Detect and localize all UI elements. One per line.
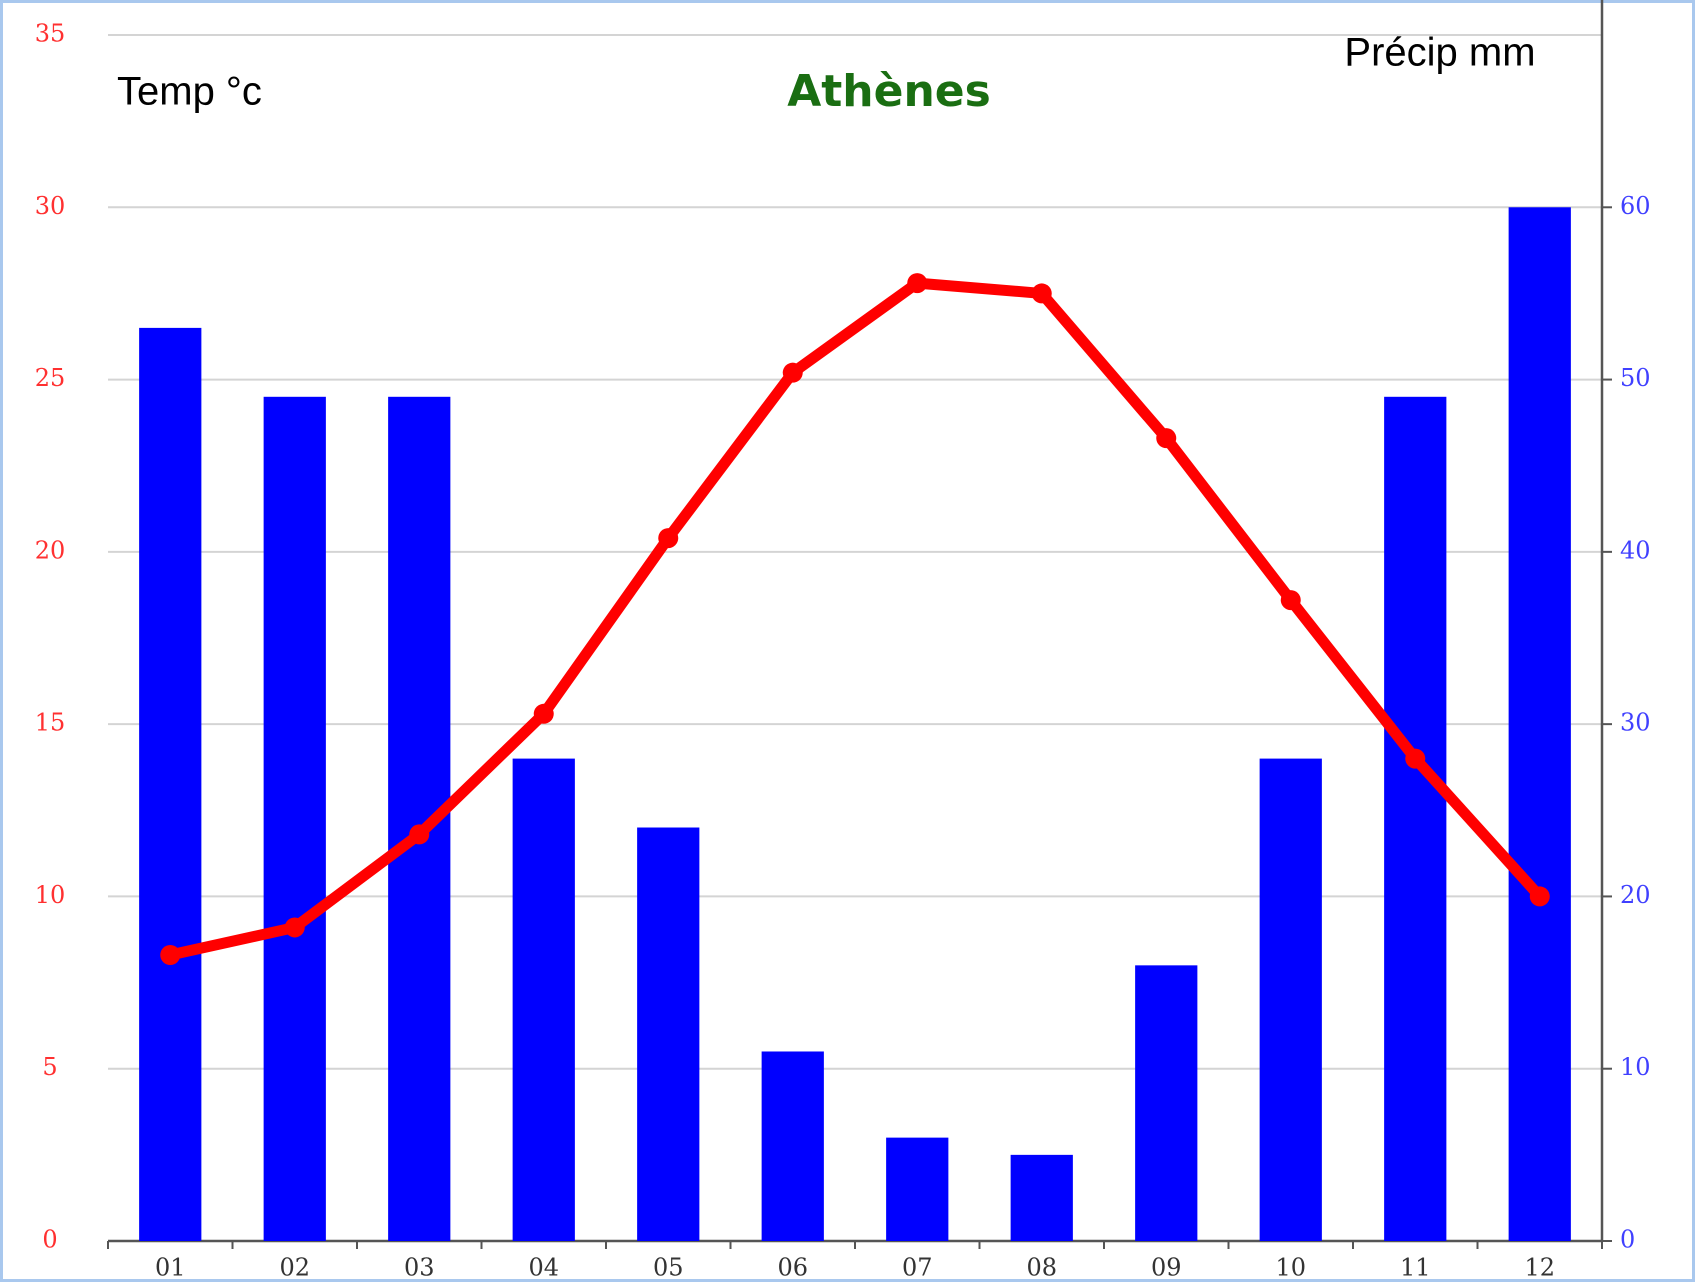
- y-tick-label: 20: [35, 536, 66, 564]
- temperature-point: [1405, 748, 1426, 769]
- bar: [1508, 207, 1571, 1241]
- y-tick-label: 5: [42, 1053, 57, 1081]
- y2-tick-label: 0: [1620, 1226, 1635, 1254]
- temperature-point: [1031, 283, 1052, 304]
- x-tick-label: 06: [777, 1254, 808, 1282]
- bar: [637, 827, 700, 1241]
- y2-tick-label: 50: [1620, 364, 1651, 392]
- y2-axis-label: Précip mm: [1344, 31, 1535, 75]
- temperature-point: [907, 273, 928, 294]
- x-tick-label: 08: [1026, 1254, 1057, 1282]
- x-tick-label: 02: [279, 1254, 310, 1282]
- temperature-point: [533, 703, 554, 724]
- temperature-point: [160, 945, 181, 966]
- y2-tick-label: 20: [1620, 881, 1651, 909]
- bar: [1135, 965, 1198, 1241]
- temperature-point: [1156, 428, 1177, 449]
- y2-tick-label: 40: [1620, 536, 1651, 564]
- x-tick-label: 09: [1151, 1254, 1182, 1282]
- y-tick-label: 10: [35, 881, 66, 909]
- bar: [886, 1137, 949, 1241]
- y-tick-label: 25: [35, 364, 66, 392]
- y2-tick-label: 10: [1620, 1053, 1651, 1081]
- bar: [1259, 758, 1322, 1241]
- bar: [512, 758, 575, 1241]
- temperature-point: [1529, 886, 1550, 907]
- x-tick-label: 10: [1275, 1254, 1306, 1282]
- temperature-point: [1280, 590, 1301, 611]
- x-tick-label: 11: [1400, 1254, 1431, 1282]
- y-tick-label: 15: [35, 709, 66, 737]
- x-tick-label: 01: [155, 1254, 186, 1282]
- temperature-line: [169, 277, 1544, 961]
- bar: [263, 396, 326, 1241]
- y2-tick-label: 30: [1620, 709, 1651, 737]
- chart-title: Athènes: [787, 66, 991, 117]
- temperature-point: [782, 362, 803, 383]
- x-tick-label: 07: [902, 1254, 933, 1282]
- y2-tick-label: 60: [1620, 192, 1651, 220]
- x-tick-label: 04: [528, 1254, 559, 1282]
- x-tick-label: 12: [1524, 1254, 1555, 1282]
- y-tick-label: 35: [35, 20, 66, 48]
- y-axis-label: Temp °c: [117, 70, 262, 114]
- bar: [761, 1051, 824, 1241]
- bar: [139, 327, 202, 1241]
- temperature-point: [658, 528, 679, 549]
- temperature-point: [409, 824, 430, 845]
- y-tick-label: 0: [42, 1226, 57, 1254]
- bar: [1010, 1154, 1073, 1241]
- x-tick-label: 05: [653, 1254, 684, 1282]
- temperature-point: [284, 917, 305, 938]
- bar: [1384, 396, 1447, 1241]
- x-tick-label: 03: [404, 1254, 435, 1282]
- y-tick-label: 30: [35, 192, 66, 220]
